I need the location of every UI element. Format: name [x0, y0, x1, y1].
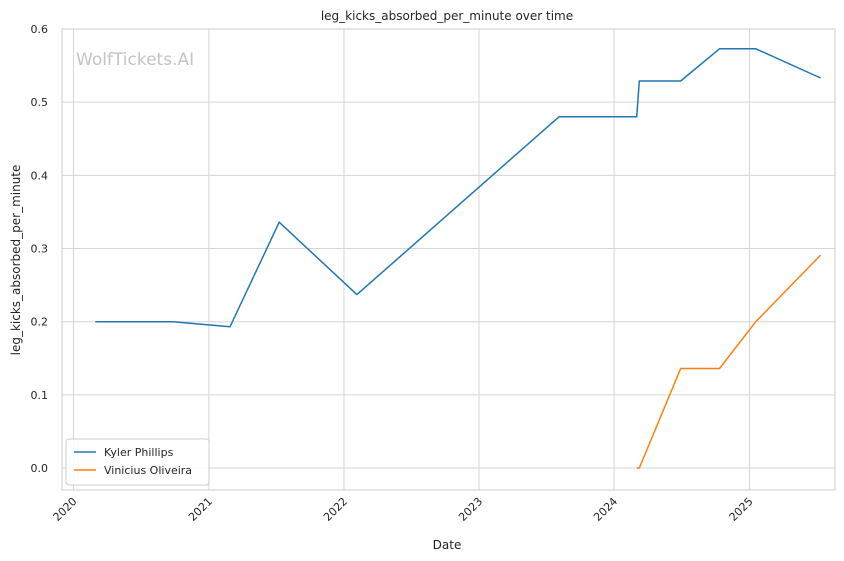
y-tick-label: 0.5 — [31, 96, 49, 109]
legend-box — [65, 438, 210, 486]
y-tick-label: 0.1 — [31, 389, 49, 402]
grid — [62, 28, 835, 490]
y-tick-label: 0.2 — [31, 316, 49, 329]
watermark: WolfTickets.AI — [76, 50, 194, 70]
legend-label: Vinicius Oliveira — [104, 464, 192, 477]
series-line-1 — [95, 48, 821, 328]
y-axis-title: leg_kicks_absorbed_per_minute — [9, 165, 23, 356]
legend-label: Kyler Phillips — [104, 446, 174, 459]
y-tick-label: 0.4 — [31, 169, 49, 182]
y-tick-label: 0.0 — [31, 462, 49, 475]
series-line-2 — [636, 254, 822, 469]
legend: Kyler Phillips Vinicius Oliveira — [65, 438, 210, 486]
x-axis-title: Date — [433, 538, 462, 552]
y-tick-label: 0.3 — [31, 243, 49, 256]
plot-frame — [61, 28, 836, 491]
y-tick-label: 0.6 — [31, 23, 49, 36]
series-layer — [95, 48, 822, 469]
chart-title: leg_kicks_absorbed_per_minute over time — [321, 9, 573, 23]
